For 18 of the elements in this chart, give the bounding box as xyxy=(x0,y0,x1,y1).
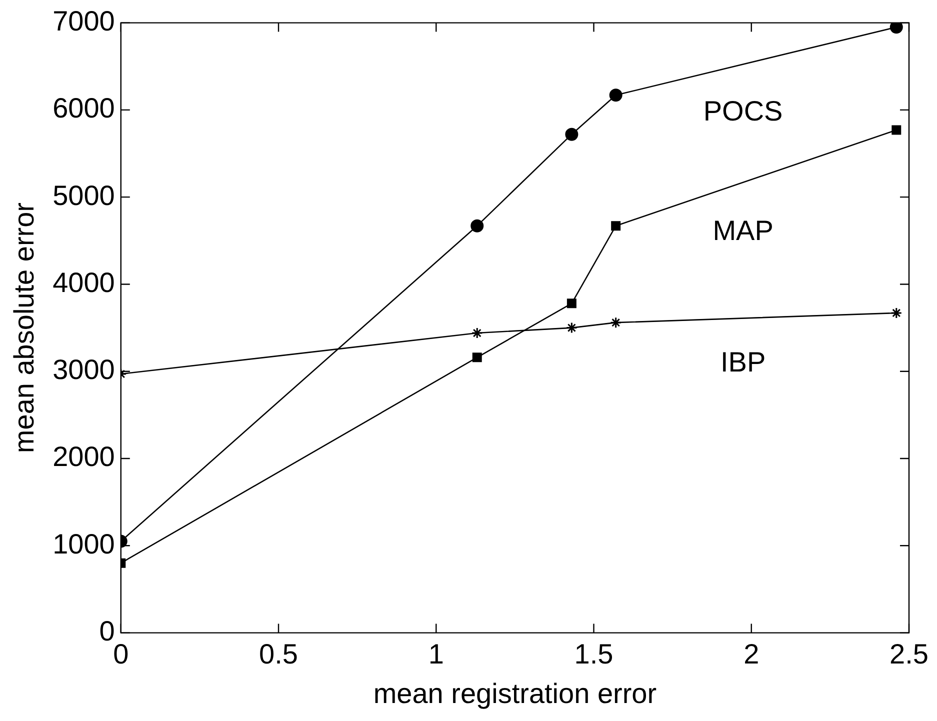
y-tick-label: 7000 xyxy=(52,6,115,37)
x-axis-title: mean registration error xyxy=(373,678,657,709)
y-tick-label: 2000 xyxy=(52,441,115,472)
y-tick-label: 3000 xyxy=(52,354,115,386)
x-tick-label: 2.5 xyxy=(890,638,928,670)
series-label: POCS xyxy=(703,96,783,127)
y-tick-label: 5000 xyxy=(52,180,115,211)
y-tick-label: 6000 xyxy=(52,92,115,124)
x-tick-label: 1 xyxy=(428,638,444,670)
y-tick-label: 1000 xyxy=(52,528,115,560)
series-label: IBP xyxy=(720,346,766,378)
x-tick-label: 2 xyxy=(744,638,760,670)
y-tick-label: 4000 xyxy=(52,266,115,298)
y-tick-label: 0 xyxy=(99,616,115,647)
x-tick-label: 0.5 xyxy=(259,638,298,670)
x-tick-label: 1.5 xyxy=(574,638,614,670)
series-label: MAP xyxy=(712,215,774,246)
y-axis-title: mean absolute error xyxy=(8,202,40,454)
